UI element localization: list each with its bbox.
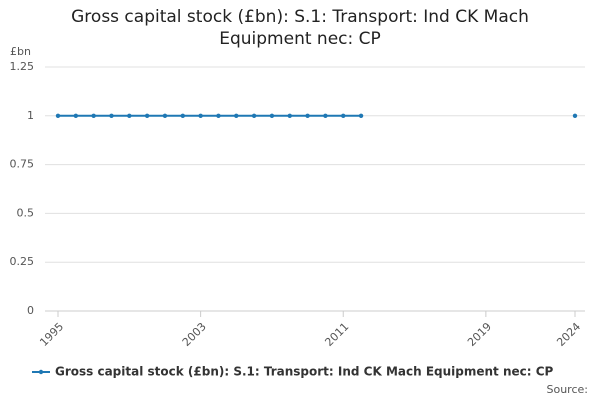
y-axis-label: £bn — [10, 45, 31, 58]
point — [572, 113, 578, 119]
legend-marker — [38, 369, 44, 375]
y-tick-label: 0.25 — [10, 255, 35, 268]
point — [234, 113, 239, 119]
point — [180, 113, 185, 119]
point — [127, 113, 132, 119]
x-tick-label: 2011 — [322, 320, 351, 349]
point — [91, 113, 96, 119]
point — [287, 113, 292, 119]
point — [55, 113, 61, 119]
point — [198, 113, 203, 119]
point — [216, 113, 221, 119]
point — [358, 113, 364, 119]
y-tick-label: 0 — [27, 304, 34, 317]
point — [73, 113, 79, 119]
point — [323, 113, 328, 119]
chart-title: Gross capital stock (£bn): S.1: Transpor… — [71, 7, 529, 49]
legend-label: Gross capital stock (£bn): S.1: Transpor… — [55, 365, 554, 379]
y-tick-label: 1.25 — [10, 60, 35, 73]
x-tick-label: 1995 — [37, 320, 66, 349]
y-tick-label: 0.5 — [17, 206, 35, 219]
point — [269, 113, 275, 119]
x-tick-label: 2003 — [180, 320, 209, 349]
point — [305, 113, 310, 119]
point — [341, 113, 346, 119]
point — [162, 113, 168, 119]
source: Source: — [547, 383, 589, 396]
y-tick-label: 1 — [27, 109, 34, 122]
point — [251, 113, 257, 119]
y-tick-label: 0.75 — [10, 158, 35, 171]
point — [109, 113, 114, 119]
point — [144, 113, 150, 119]
x-tick-label: 2019 — [465, 320, 494, 349]
x-tick-label: 2024 — [554, 320, 583, 349]
